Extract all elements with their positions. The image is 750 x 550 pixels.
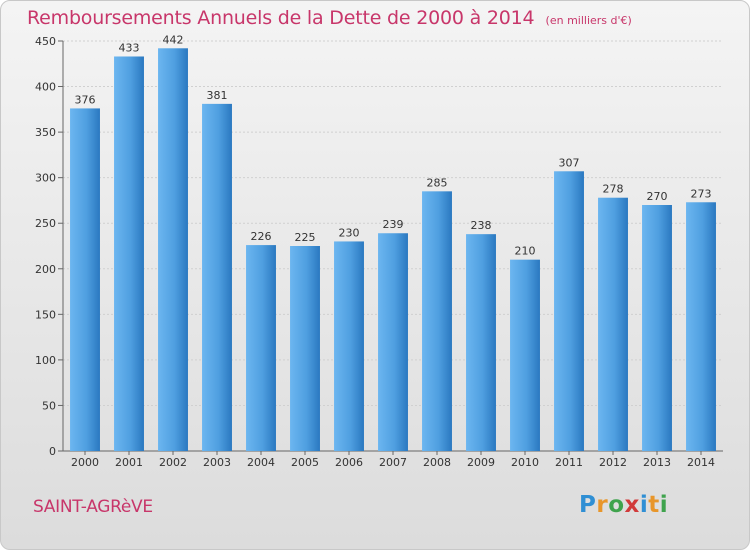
logo-letter: i [639,492,649,518]
bar-2009 [466,234,496,451]
logo-letter: o [608,492,625,518]
y-tick-label: 400 [35,81,56,94]
x-tick-label: 2013 [643,456,671,469]
y-tick-label: 150 [35,308,56,321]
x-tick-label: 2014 [687,456,715,469]
y-tick-label: 50 [42,399,56,412]
chart-title-unit: (en milliers d'€) [545,14,632,27]
x-tick-label: 2009 [467,456,495,469]
x-tick-label: 2005 [291,456,319,469]
bars [70,48,716,452]
bar-2004 [246,245,276,451]
x-tick-label: 2000 [71,456,99,469]
chart-title: Remboursements Annuels de la Dette de 20… [27,7,632,29]
commune-name: SAINT-AGRèVE [33,497,153,517]
bar-2011 [554,171,584,452]
x-tick-label: 2001 [115,456,143,469]
logo-letter: P [579,492,597,518]
x-tick-label: 2003 [203,456,231,469]
data-label: 239 [383,218,404,231]
data-label: 270 [647,190,668,203]
y-tick-label: 450 [35,35,56,48]
logo-letter: r [596,492,609,518]
bar-2014 [686,202,716,451]
y-tick-label: 100 [35,354,56,367]
bar-2000 [70,108,100,451]
y-tick-label: 0 [49,445,56,458]
data-labels: 376 433 442 381 226 225 230 239 285 238 210 307 278 2… [75,33,712,257]
x-tick-label: 2012 [599,456,627,469]
bar-2013 [642,205,672,451]
data-label: 442 [163,33,184,46]
x-tick-label: 2002 [159,456,187,469]
x-tick-label: 2008 [423,456,451,469]
bar-2010 [510,259,540,451]
chart-title-main: Remboursements Annuels de la Dette de 20… [27,7,535,29]
data-label: 307 [559,156,580,169]
x-tick-label: 2007 [379,456,407,469]
y-tick-label: 300 [35,172,56,185]
x-tick-label: 2006 [335,456,363,469]
data-label: 238 [471,219,492,232]
data-label: 210 [515,245,536,258]
y-tick-label: 200 [35,263,56,276]
bar-2005 [290,246,320,451]
data-label: 376 [75,93,96,106]
bar-2001 [114,56,144,451]
x-tick-label: 2010 [511,456,539,469]
bar-2006 [334,241,364,451]
x-tick-label: 2011 [555,456,583,469]
data-label: 433 [119,41,140,54]
data-label: 226 [251,230,272,243]
data-label: 381 [207,89,228,102]
bar-2003 [202,103,232,451]
logo-letter: i [659,492,669,518]
proxiti-logo: Proxiti [579,492,668,518]
x-tick-label: 2004 [247,456,275,469]
data-label: 285 [427,176,448,189]
data-label: 273 [691,187,712,200]
bar-2008 [422,191,452,452]
bar-2002 [158,48,188,452]
data-label: 225 [295,231,316,244]
bar-2007 [378,233,408,451]
data-label: 278 [603,183,624,196]
logo-letter: x [624,492,640,518]
y-tick-label: 350 [35,126,56,139]
bar-2012 [598,197,628,451]
logo-letter: t [648,492,660,518]
y-tick-label: 250 [35,217,56,230]
data-label: 230 [339,226,360,239]
